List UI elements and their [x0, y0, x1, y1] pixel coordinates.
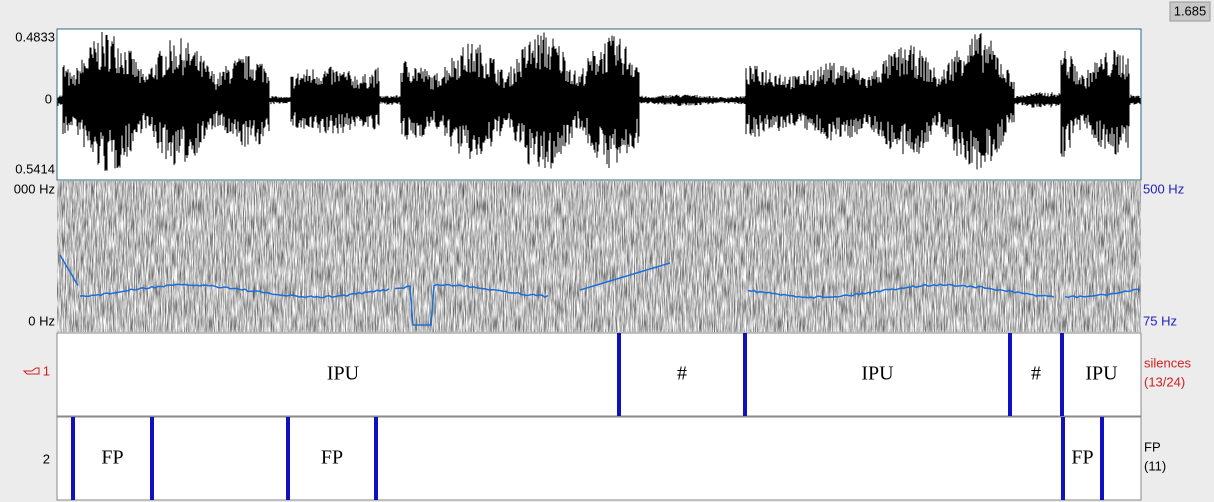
- interval-label: #: [1031, 363, 1041, 385]
- waveform: [57, 32, 1141, 171]
- tier-count: (11): [1144, 458, 1166, 473]
- pitch-curve: [747, 283, 1055, 299]
- tier-name: FP: [1144, 439, 1161, 454]
- pointer-icon: [22, 367, 40, 375]
- wave-bottom: 0.5414: [15, 161, 55, 176]
- tier-number: 2: [43, 451, 50, 466]
- pitch-top: 500 Hz: [1143, 181, 1184, 196]
- interval-label: FP: [101, 447, 123, 469]
- tier-number: 1: [43, 363, 50, 378]
- pitch-curve: [79, 283, 390, 299]
- spectrogram: [57, 181, 1141, 332]
- tier-count: (13/24): [1144, 374, 1185, 389]
- interval-label: FP: [321, 447, 343, 469]
- time-box: [1169, 1, 1211, 22]
- cursor-time: 1.685: [1174, 3, 1207, 18]
- interval-label: IPU: [1085, 363, 1118, 385]
- pitch-curve: [579, 262, 671, 291]
- interval-label: IPU: [861, 363, 894, 385]
- wave-zero: 0: [45, 91, 52, 106]
- pitch-curve: [394, 283, 549, 326]
- pitch-curve: [59, 254, 79, 286]
- freq-bottom: 0 Hz: [28, 313, 55, 328]
- tier-1: [56, 332, 1142, 417]
- wave-top: 0.4833: [15, 29, 55, 44]
- pitch-bottom: 75 Hz: [1143, 313, 1177, 328]
- interval-label: IPU: [327, 363, 360, 385]
- interval-label: FP: [1071, 447, 1093, 469]
- tier-2: [56, 416, 1142, 501]
- tier-name: silences: [1144, 355, 1191, 370]
- interval-label: #: [677, 363, 687, 385]
- pitch-curve: [1064, 288, 1141, 299]
- freq-top: 000 Hz: [14, 181, 55, 196]
